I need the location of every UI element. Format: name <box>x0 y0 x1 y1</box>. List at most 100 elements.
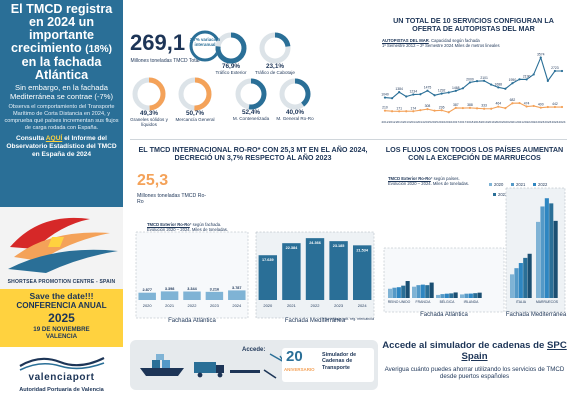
flows-category-label: ITALIA <box>516 300 527 304</box>
flows-legend-label: 2020 <box>494 182 504 187</box>
flows-bar <box>425 285 430 298</box>
line-tick-label: 2013 <box>403 120 410 124</box>
roro-category-label: 2023 <box>210 303 220 308</box>
line-point-1 <box>468 106 472 109</box>
donut-name: M. Contenerizada <box>232 116 270 121</box>
simulator-badge[interactable]: 20 ANIVERSARIO Simulador de Cadenas de T… <box>282 348 374 382</box>
roro-category-label: 2023 <box>334 303 344 308</box>
line-tick-label: 2022 <box>523 120 530 124</box>
valenciaport-wave-icon <box>19 357 105 371</box>
flows-bar <box>464 293 469 298</box>
flows-bar <box>536 221 541 298</box>
line-point-0 <box>560 69 564 73</box>
line-point-0 <box>511 82 514 85</box>
line-data-label: 400 <box>538 103 544 107</box>
flows-category-label: MARRUECOS <box>536 300 559 304</box>
flows-bar <box>510 274 515 298</box>
flows-legend-swatch <box>511 183 514 186</box>
line-data-label: 2101 <box>480 76 488 80</box>
train-icon <box>230 370 260 373</box>
roro-caption: TMCD Exterior Ro-Ro* según fachada. Evol… <box>147 222 257 232</box>
flows-bar <box>553 220 558 298</box>
roro-bar-label: 21.534 <box>356 248 369 252</box>
roro-bar <box>258 255 278 300</box>
hero-link-suffix: el Informe del Observatorio Estadístico … <box>6 135 117 159</box>
hero-title: El TMCD registra en 2024 un importante c… <box>4 3 119 82</box>
flows-bar <box>453 292 458 298</box>
badge-number: 20 <box>286 348 303 365</box>
hero-title-end: en la fachada Atlántica <box>21 55 102 82</box>
line-data-label: 1040 <box>381 93 389 97</box>
line-point-1 <box>454 106 457 109</box>
access-illustration <box>140 353 285 379</box>
line-tick-label: 2015 <box>431 120 438 124</box>
line-tick-label: 2020 <box>495 120 502 124</box>
flows-legend-label: 2022 <box>538 182 548 187</box>
flows-bar <box>436 294 441 298</box>
roro-title: EL TMCD INTERNACIONAL RO-RO* CON 25,3 MT… <box>138 145 368 162</box>
donut-value: 40,0% <box>285 109 305 116</box>
flows-bar <box>514 268 519 298</box>
roro-big-value: 25,3 <box>137 172 169 189</box>
roro-group-label: Fachada Mediterránea <box>285 318 346 324</box>
roro-bar <box>205 291 224 300</box>
aqui-link[interactable]: AQUÍ <box>45 135 63 143</box>
flows-bar <box>449 293 454 298</box>
flows-bar <box>420 284 425 298</box>
donut-center-label: 3,7% variación interanual <box>189 37 221 48</box>
flows-bar <box>477 292 482 298</box>
donut-name: M. General Ro-Ro <box>276 116 314 121</box>
line-series-0 <box>384 55 562 99</box>
flows-category-label: REINO UNIDO <box>388 300 411 304</box>
flows-bar <box>544 198 549 298</box>
line-point-1 <box>440 109 443 112</box>
spc-logo-text: SHORTSEA PROMOTION CENTRE - SPAIN <box>7 279 116 285</box>
roro-bar <box>305 238 325 300</box>
roro-category-label: 2024 <box>232 303 242 308</box>
hero-report-link[interactable]: Consulta AQUÍ el Informe del Observatori… <box>4 135 119 159</box>
save-date-year: 2025 <box>48 311 75 325</box>
simulator-title-spc[interactable]: SPC Spain <box>461 340 567 362</box>
roro-caption-line2: Evolución 2020 – 2024. Miles de tonelada… <box>147 227 229 232</box>
line-tick-label: 2021 <box>509 120 516 124</box>
line-tick-label: 2019 <box>488 120 495 124</box>
roro-bar <box>282 243 301 300</box>
line-point-0 <box>461 87 464 90</box>
line-point-1 <box>546 105 549 109</box>
donut-arc-4 <box>248 78 267 110</box>
line-tick-label: 2013 <box>396 120 403 124</box>
line-point-0 <box>483 79 486 82</box>
save-the-date-panel[interactable]: Save the date!!! CONFERENCIA ANUAL 2025 … <box>0 289 123 347</box>
roro-category-label: 2020 <box>263 303 273 308</box>
line-point-1 <box>525 105 528 108</box>
flows-caption-line2: Evolución 2020 – 2024. Miles de tonelada… <box>388 181 470 186</box>
roro-bar-label: 3.216 <box>210 287 220 291</box>
line-point-1 <box>475 107 479 110</box>
line-point-1 <box>553 105 557 109</box>
flows-bar <box>473 293 478 298</box>
roro-bar <box>352 245 372 300</box>
flows-bar <box>412 286 417 298</box>
line-point-0 <box>454 89 457 92</box>
line-point-0 <box>475 80 479 83</box>
flows-bar <box>388 288 393 298</box>
line-point-1 <box>383 109 387 112</box>
valenciaport-logo[interactable]: valenciaport Autoridad Portuaria de Vale… <box>0 350 123 401</box>
line-tick-label: 2021 <box>516 120 523 124</box>
roro-bar-label: 24.366 <box>309 241 321 245</box>
line-point-1 <box>504 107 507 110</box>
flows-bar <box>392 287 397 298</box>
kpi-donuts <box>132 30 311 111</box>
line-point-0 <box>383 96 387 99</box>
roro-bar-label: 3.787 <box>232 286 242 290</box>
save-date-day: 19 DE NOVIEMBRE <box>33 326 90 333</box>
donut-arc-1 <box>274 32 291 47</box>
donut-arc-2 <box>148 77 166 111</box>
line-point-0 <box>390 97 394 100</box>
line-point-1 <box>412 110 415 113</box>
line-tick-label: 2022 <box>530 120 537 124</box>
flows-bar <box>401 285 406 298</box>
flows-category-label: BÉLGICA <box>440 299 455 304</box>
simulator-title[interactable]: Accede al simulador de cadenas de SPC Sp… <box>382 340 567 362</box>
line-point-0 <box>447 91 450 94</box>
